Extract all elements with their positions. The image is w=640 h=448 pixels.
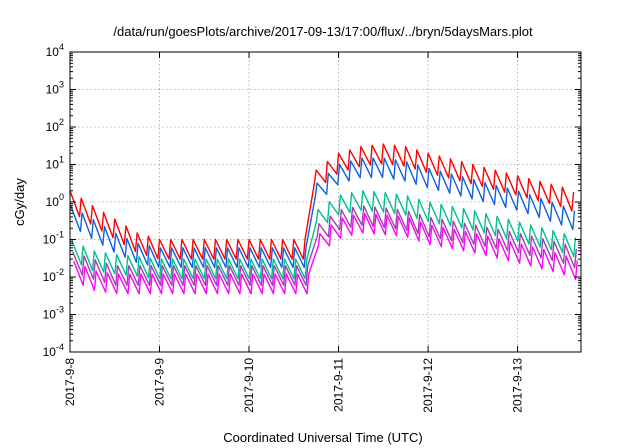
x-tick-label: 2017-9-8	[63, 358, 77, 406]
y-tick-label: 10-3	[43, 305, 64, 322]
x-tick-label: 2017-9-9	[153, 358, 167, 406]
ticks	[69, 51, 581, 353]
x-tick-label: 2017-9-11	[332, 358, 346, 412]
chart-title: /data/run/goesPlots/archive/2017-09-13/1…	[113, 24, 533, 39]
series-line-2	[70, 157, 576, 269]
y-tick-label: 10-4	[43, 342, 64, 359]
series-line-3	[71, 190, 577, 280]
y-tick-label: 101	[46, 155, 64, 172]
x-tick-label: 2017-9-13	[511, 358, 525, 413]
y-tick-labels: 10-4 10-3 10-2 10-1 100 101 102 103 104	[43, 42, 64, 359]
y-tick-label: 10-2	[43, 267, 64, 284]
y-tick-label: 104	[46, 42, 64, 59]
y-tick-label: 10-1	[43, 230, 64, 247]
x-tick-label: 2017-9-10	[242, 358, 256, 413]
y-tick-label: 102	[46, 117, 64, 134]
series-line-1	[69, 143, 575, 260]
series-line-5	[73, 212, 578, 295]
grid	[70, 52, 581, 352]
series-group	[69, 143, 578, 295]
y-axis-label: cGy/day	[12, 178, 27, 226]
y-tick-label: 103	[46, 80, 64, 97]
x-tick-label: 2017-9-12	[421, 358, 435, 413]
x-axis-label: Coordinated Universal Time (UTC)	[223, 430, 422, 445]
series-line-4	[72, 205, 578, 287]
x-tick-labels: 2017-9-8 2017-9-9 2017-9-10 2017-9-11 2017-9…	[63, 358, 525, 413]
y-tick-label: 100	[46, 192, 64, 209]
